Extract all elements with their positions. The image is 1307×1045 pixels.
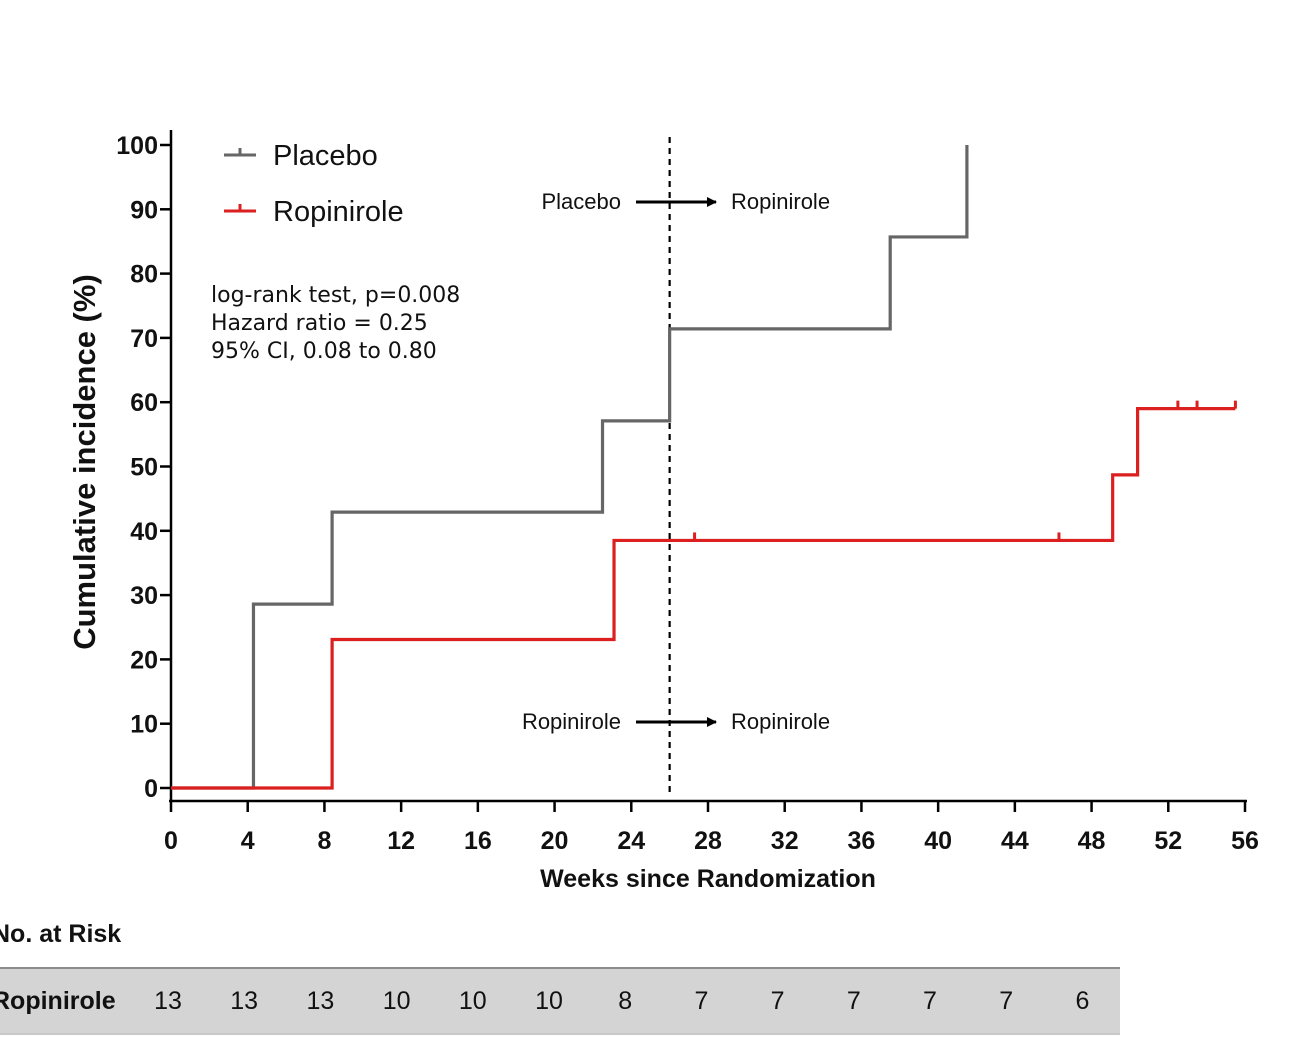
risk-cell: 7 (846, 987, 861, 1015)
x-tick-label: 16 (464, 827, 492, 855)
x-tick-label: 48 (1078, 827, 1106, 855)
y-tick-label: 60 (130, 389, 158, 417)
risk-table-title: No. at Risk (0, 920, 122, 948)
risk-cell: 13 (230, 987, 259, 1015)
x-tick-label: 20 (541, 827, 569, 855)
x-tick-label: 28 (694, 827, 722, 855)
risk-cell: 10 (458, 987, 487, 1015)
stats-line-hazard-ratio: Hazard ratio = 0.25 (211, 311, 428, 336)
series-layer (171, 145, 1237, 790)
stats-line-logrank: log-rank test, p=0.008 (211, 283, 460, 308)
risk-table-row: Ropinirole 13 13 13 10 10 10 8 7 7 7 7 7 6 (0, 967, 1120, 1035)
y-tick-label: 90 (130, 196, 158, 224)
ropinirole-switch-from: Ropinirole (522, 709, 621, 734)
y-tick-label: 80 (130, 261, 158, 289)
risk-cell: 13 (306, 987, 335, 1015)
y-tick-label: 100 (116, 132, 158, 160)
risk-cell: 13 (154, 987, 182, 1015)
x-tick-label: 24 (617, 827, 645, 855)
placebo-switch-annotation: Placebo Ropinirole (541, 189, 830, 214)
y-tick-label: 40 (130, 518, 158, 546)
y-axis-title: Cumulative incidence (%) (67, 274, 102, 650)
risk-row-label: Ropinirole (0, 987, 116, 1015)
y-tick-label: 70 (130, 325, 158, 353)
x-tick-label: 0 (164, 827, 178, 855)
series-line-ropinirole (171, 407, 1236, 790)
y-tick-label: 30 (130, 582, 158, 610)
series-line-placebo (171, 145, 969, 790)
risk-cell: 7 (999, 987, 1014, 1015)
legend-label-placebo: Placebo (273, 140, 378, 172)
x-tick-label: 12 (387, 827, 415, 855)
x-tick-label: 40 (924, 827, 952, 855)
ropinirole-switch-annotation: Ropinirole Ropinirole (522, 709, 830, 734)
y-tick-label: 10 (130, 711, 158, 739)
x-tick-label: 32 (771, 827, 799, 855)
x-tick-label: 36 (848, 827, 876, 855)
y-axis-ticks: 0 10 20 30 40 50 60 70 80 90 100 (116, 132, 171, 803)
ropinirole-switch-to: Ropinirole (731, 709, 830, 734)
y-tick-label: 0 (144, 775, 158, 803)
x-tick-label: 56 (1231, 827, 1259, 855)
risk-cell: 10 (382, 987, 411, 1015)
risk-cell: 7 (694, 987, 709, 1015)
risk-cell: 7 (923, 987, 937, 1015)
x-tick-label: 8 (317, 827, 331, 855)
stats-line-ci: 95% CI, 0.08 to 0.80 (211, 339, 437, 364)
risk-cell: 10 (535, 987, 563, 1015)
y-tick-label: 20 (130, 646, 158, 674)
placebo-switch-to: Ropinirole (731, 189, 830, 214)
legend-label-ropinirole: Ropinirole (273, 196, 404, 228)
x-tick-label: 44 (1001, 827, 1029, 855)
x-tick-label: 52 (1154, 827, 1182, 855)
risk-cell: 8 (618, 987, 633, 1015)
x-axis-title: Weeks since Randomization (540, 865, 876, 893)
y-tick-label: 50 (130, 454, 158, 482)
x-axis-ticks: 0 4 8 12 16 20 24 28 32 36 40 44 48 52 56 (164, 801, 1259, 855)
placebo-switch-from: Placebo (541, 189, 621, 214)
risk-cell: 7 (770, 987, 785, 1015)
x-tick-label: 4 (241, 827, 255, 855)
legend: Placebo Ropinirole (224, 140, 404, 228)
risk-cell: 6 (1075, 987, 1090, 1015)
stats-annotation: log-rank test, p=0.008 Hazard ratio = 0.… (211, 283, 460, 364)
